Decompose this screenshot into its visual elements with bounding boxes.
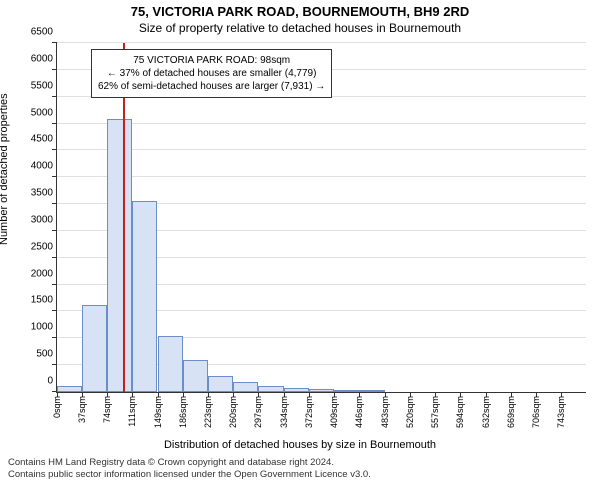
x-tick-label: 743sqm: [556, 396, 566, 428]
y-tick-label: 500: [17, 349, 57, 360]
page-title-2: Size of property relative to detached ho…: [0, 21, 600, 35]
x-tick-label: 594sqm: [455, 396, 465, 428]
gridline: [57, 42, 586, 43]
y-tick-mark: [52, 337, 57, 338]
x-axis-label: Distribution of detached houses by size …: [0, 439, 600, 451]
y-tick-mark: [52, 176, 57, 177]
y-tick-label: 3500: [17, 188, 57, 199]
y-tick-label: 6000: [17, 53, 57, 64]
chart-container: Number of detached properties 0500100015…: [0, 35, 600, 455]
gridline: [57, 176, 586, 177]
x-tick-label: 186sqm: [178, 396, 188, 428]
histogram-bar: [359, 390, 384, 392]
x-tick-label: 409sqm: [329, 396, 339, 428]
x-tick-label: 372sqm: [304, 396, 314, 428]
x-tick-label: 706sqm: [531, 396, 541, 428]
x-tick-label: 334sqm: [279, 396, 289, 428]
x-tick-label: 632sqm: [481, 396, 491, 428]
y-tick-mark: [52, 284, 57, 285]
y-tick-mark: [52, 203, 57, 204]
y-tick-label: 2000: [17, 268, 57, 279]
histogram-bar: [158, 336, 183, 392]
x-tick-label: 557sqm: [430, 396, 440, 428]
y-tick-label: 6500: [17, 27, 57, 38]
x-tick-label: 74sqm: [102, 396, 112, 423]
y-tick-label: 5000: [17, 107, 57, 118]
y-tick-label: 5500: [17, 80, 57, 91]
y-tick-mark: [52, 69, 57, 70]
gridline: [57, 123, 586, 124]
y-tick-label: 0: [17, 376, 57, 387]
y-tick-label: 2500: [17, 241, 57, 252]
histogram-bar: [107, 119, 132, 392]
footer: Contains HM Land Registry data © Crown c…: [0, 455, 600, 482]
histogram-bar: [334, 390, 359, 392]
page-title-1: 75, VICTORIA PARK ROAD, BOURNEMOUTH, BH9…: [0, 4, 600, 19]
histogram-bar: [284, 388, 309, 392]
x-tick-label: 149sqm: [153, 396, 163, 428]
histogram-bar: [258, 386, 283, 392]
y-tick-mark: [52, 257, 57, 258]
x-tick-label: 669sqm: [506, 396, 516, 428]
y-tick-mark: [52, 42, 57, 43]
y-tick-label: 4500: [17, 134, 57, 145]
info-box: 75 VICTORIA PARK ROAD: 98sqm ← 37% of de…: [91, 49, 332, 98]
y-axis-label: Number of detached properties: [0, 93, 10, 245]
histogram-bar: [183, 360, 208, 392]
x-tick-label: 111sqm: [127, 396, 137, 427]
histogram-bar: [82, 305, 107, 392]
histogram-bar: [309, 389, 334, 392]
histogram-bar: [57, 386, 82, 392]
y-tick-mark: [52, 230, 57, 231]
x-tick-label: 446sqm: [354, 396, 364, 428]
x-tick-label: 223sqm: [203, 396, 213, 428]
x-tick-label: 483sqm: [380, 396, 390, 428]
histogram-bar: [233, 382, 258, 392]
footer-line-1: Contains HM Land Registry data © Crown c…: [8, 457, 592, 469]
x-tick-label: 0sqm: [52, 396, 62, 418]
y-tick-mark: [52, 310, 57, 311]
plot-area: 0500100015002000250030003500400045005000…: [56, 43, 586, 393]
y-tick-label: 4000: [17, 161, 57, 172]
histogram-bar: [132, 201, 157, 392]
y-tick-label: 1500: [17, 295, 57, 306]
footer-line-2: Contains public sector information licen…: [8, 469, 592, 481]
x-tick-label: 37sqm: [77, 396, 87, 423]
y-tick-label: 1000: [17, 322, 57, 333]
gridline: [57, 149, 586, 150]
y-tick-label: 3000: [17, 214, 57, 225]
y-tick-mark: [52, 123, 57, 124]
x-tick-label: 297sqm: [253, 396, 263, 428]
x-tick-label: 260sqm: [228, 396, 238, 428]
info-line-2: ← 37% of detached houses are smaller (4,…: [98, 67, 325, 80]
histogram-bar: [208, 376, 233, 392]
y-tick-mark: [52, 149, 57, 150]
x-tick-label: 520sqm: [405, 396, 415, 428]
y-tick-mark: [52, 364, 57, 365]
y-tick-mark: [52, 96, 57, 97]
info-line-1: 75 VICTORIA PARK ROAD: 98sqm: [98, 54, 325, 67]
info-line-3: 62% of semi-detached houses are larger (…: [98, 80, 325, 93]
